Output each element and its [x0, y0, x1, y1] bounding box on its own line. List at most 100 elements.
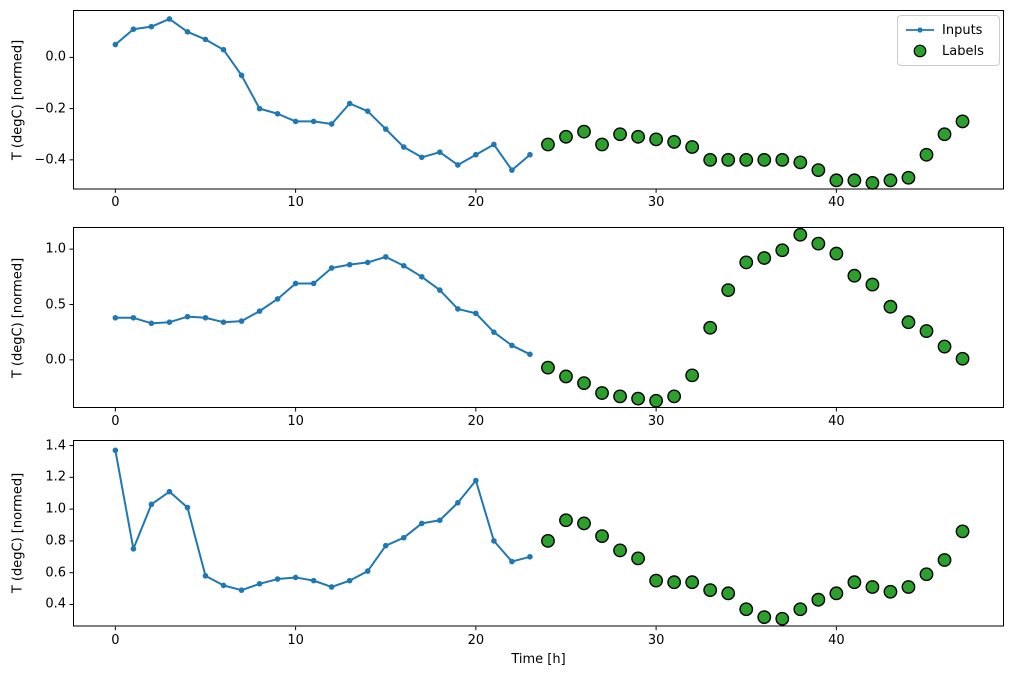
x-tick-label: 10 — [287, 195, 304, 211]
labels-point — [649, 394, 664, 409]
inputs-marker — [256, 580, 263, 587]
labels-point — [937, 553, 952, 567]
labels-point — [847, 269, 862, 283]
labels-point — [595, 529, 609, 544]
inputs-line — [115, 256, 531, 356]
inputs-marker — [148, 501, 155, 508]
legend-label-inputs: Inputs — [942, 22, 983, 38]
labels-point — [793, 155, 808, 170]
inputs-marker — [418, 154, 425, 161]
inputs-marker — [238, 72, 245, 79]
legend-inputs-sample-icon — [906, 27, 934, 33]
y-tick-label: 0.4 — [45, 596, 66, 612]
labels-point — [937, 127, 952, 142]
labels-point — [865, 175, 880, 190]
inputs-marker — [220, 46, 227, 53]
labels-point — [937, 339, 952, 354]
axes-frame — [73, 10, 1004, 190]
inputs-marker — [527, 553, 533, 560]
inputs-marker — [184, 314, 191, 320]
legend-labels-sample-icon — [913, 44, 927, 58]
labels-point — [595, 137, 609, 152]
labels-point — [613, 543, 627, 558]
labels-point — [631, 129, 645, 144]
labels-point — [883, 173, 898, 188]
inputs-marker — [364, 108, 371, 114]
inputs-marker — [437, 149, 443, 155]
inputs-marker — [455, 162, 461, 168]
x-tick-label: 40 — [828, 195, 845, 211]
labels-point — [757, 152, 772, 167]
axes-area — [69, 440, 1004, 631]
inputs-marker — [473, 151, 479, 158]
inputs-marker — [473, 310, 479, 317]
inputs-marker — [473, 477, 479, 484]
labels-point — [703, 583, 718, 598]
labels-point — [721, 283, 736, 298]
inputs-marker — [130, 26, 137, 33]
labels-point — [703, 152, 718, 167]
inputs-marker — [346, 262, 353, 268]
inputs-marker — [437, 287, 443, 294]
inputs-marker — [256, 105, 263, 112]
labels-point — [793, 602, 808, 617]
x-tick-label: 0 — [111, 414, 120, 430]
inputs-marker — [491, 538, 497, 544]
inputs-marker — [346, 100, 353, 107]
labels-point — [811, 237, 826, 251]
inputs-marker — [148, 23, 155, 30]
inputs-line — [114, 450, 531, 592]
x-tick-label: 30 — [647, 414, 665, 430]
labels-point — [901, 580, 916, 594]
inputs-marker — [130, 315, 137, 321]
labels-point — [721, 586, 736, 601]
y-tick-label: 1.0 — [45, 241, 66, 257]
y-axis-label: T (degC) [normed] — [10, 473, 26, 594]
labels-point — [577, 124, 591, 139]
x-tick-label: 10 — [287, 632, 304, 648]
inputs-marker — [256, 308, 263, 315]
labels-point — [775, 243, 790, 258]
labels-point — [667, 389, 682, 404]
labels-point — [703, 321, 718, 335]
inputs-marker — [202, 36, 209, 43]
inputs-marker — [509, 342, 515, 349]
inputs-marker — [328, 265, 335, 272]
labels-point — [901, 170, 916, 185]
labels-point — [955, 524, 970, 539]
inputs-marker — [202, 315, 209, 321]
inputs-marker — [346, 577, 353, 584]
y-tick-label: −0.4 — [34, 152, 66, 168]
labels-point — [883, 300, 898, 314]
x-tick-label: 40 — [828, 632, 845, 648]
inputs-marker — [112, 447, 119, 454]
inputs-marker — [328, 121, 335, 127]
labels-point — [631, 391, 645, 406]
inputs-marker — [112, 315, 119, 321]
inputs-marker — [238, 587, 245, 593]
labels-point — [829, 173, 844, 188]
y-tick-label: −0.2 — [34, 101, 66, 117]
y-tick-label: 0.0 — [45, 352, 66, 368]
labels-point — [901, 315, 916, 330]
y-axis-label: T (degC) [normed] — [10, 257, 26, 378]
axes-frame — [73, 440, 1004, 627]
inputs-marker — [328, 584, 335, 590]
labels-point — [685, 368, 700, 383]
labels-point — [739, 255, 754, 270]
legend-item-labels: Labels — [905, 42, 991, 60]
labels-point — [847, 173, 862, 188]
y-tick-label: 1.2 — [45, 469, 66, 485]
labels-point — [577, 516, 591, 531]
labels-point — [559, 513, 573, 528]
inputs-marker — [418, 520, 425, 527]
labels-point — [739, 602, 754, 617]
inputs-marker — [455, 499, 461, 506]
x-tick-label: 20 — [467, 414, 485, 430]
inputs-marker — [238, 318, 245, 325]
labels-point — [793, 228, 808, 242]
inputs-marker — [400, 144, 407, 150]
inputs-marker — [292, 574, 299, 581]
